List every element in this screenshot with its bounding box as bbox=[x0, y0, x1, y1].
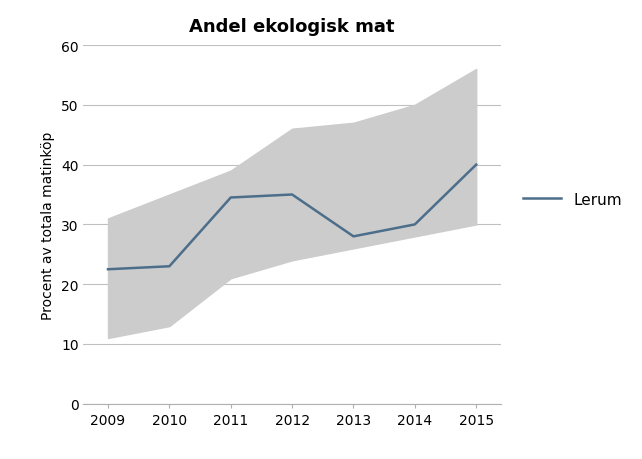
Lerum bbox=[350, 234, 358, 240]
Lerum bbox=[411, 222, 419, 228]
Y-axis label: Procent av totala matinköp: Procent av totala matinköp bbox=[42, 131, 55, 319]
Lerum bbox=[473, 162, 480, 168]
Lerum bbox=[227, 195, 234, 201]
Lerum bbox=[166, 264, 173, 269]
Legend: Lerum: Lerum bbox=[517, 186, 628, 213]
Lerum bbox=[288, 192, 296, 198]
Lerum bbox=[104, 267, 112, 272]
Line: Lerum: Lerum bbox=[108, 165, 476, 269]
Title: Andel ekologisk mat: Andel ekologisk mat bbox=[189, 18, 395, 36]
